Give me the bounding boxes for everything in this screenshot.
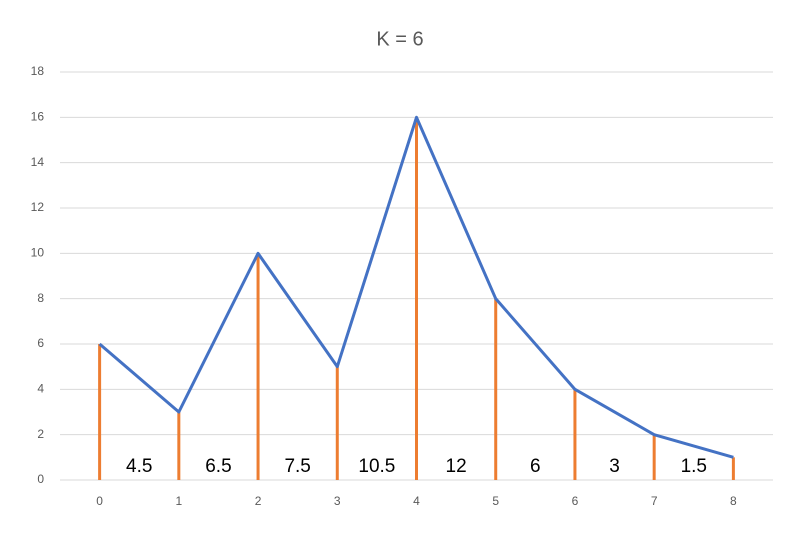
y-tick-label: 2 <box>37 427 44 441</box>
y-tick-label: 0 <box>37 472 44 486</box>
interval-label: 3 <box>609 456 620 477</box>
y-tick-label: 14 <box>31 155 45 169</box>
interval-label: 4.5 <box>126 456 152 477</box>
y-tick-label: 16 <box>31 110 45 124</box>
x-tick-label: 8 <box>730 494 737 508</box>
interval-label: 6 <box>530 456 541 477</box>
x-tick-label: 3 <box>334 494 341 508</box>
y-tick-label: 12 <box>31 200 45 214</box>
interval-label: 12 <box>446 456 467 477</box>
y-tick-label: 6 <box>37 336 44 350</box>
interval-label: 10.5 <box>358 456 395 477</box>
y-tick-label: 10 <box>31 246 45 260</box>
y-tick-label: 4 <box>37 382 44 396</box>
x-tick-label: 0 <box>96 494 103 508</box>
interval-label: 6.5 <box>205 456 231 477</box>
interval-label: 7.5 <box>284 456 310 477</box>
y-tick-label: 8 <box>37 291 44 305</box>
x-tick-label: 1 <box>175 494 182 508</box>
series-line <box>98 115 734 459</box>
x-tick-label: 4 <box>413 494 420 508</box>
interval-label: 1.5 <box>681 456 707 477</box>
x-tick-label: 2 <box>255 494 262 508</box>
x-tick-label: 5 <box>492 494 499 508</box>
x-tick-label: 6 <box>572 494 579 508</box>
x-tick-label: 7 <box>651 494 658 508</box>
y-tick-label: 18 <box>31 64 45 78</box>
chart-title: K = 6 <box>376 28 423 50</box>
